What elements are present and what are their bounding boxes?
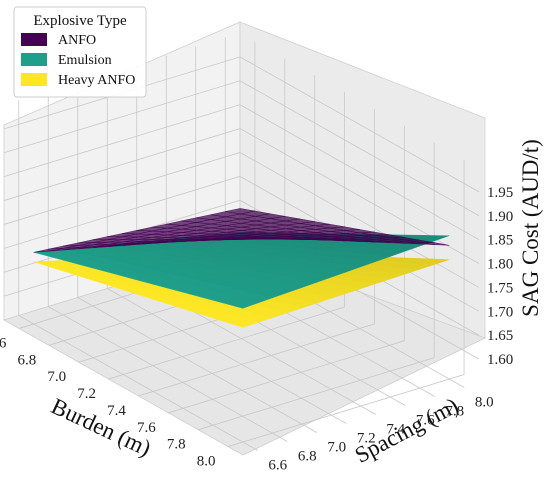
grid-line-x [108,306,345,380]
surface-patch [227,236,258,239]
grid-line-y [107,288,347,424]
grid-line-z [3,80,480,217]
grid-line-z [3,128,480,264]
surfaces [33,208,450,328]
y-tick-label: 6.8 [298,449,317,465]
y-tick-label: 7.8 [445,404,464,420]
grid-line-z [3,104,480,241]
grid-line-y [48,306,288,442]
legend-swatch-heavy-anfo [21,73,47,86]
z-tick-label: 1.60 [487,352,513,368]
x-tick-label: 7.8 [167,437,186,453]
surface-patch [227,317,259,328]
z-tick-label: 1.85 [487,233,513,249]
x-tick-label: 6.6 [0,335,7,351]
legend: Explosive Type ANFO Emulsion Heavy ANFO [13,6,147,98]
surface-patch [227,299,259,309]
legend-title: Explosive Type [33,13,127,29]
x-tick-label: 7.0 [47,369,66,385]
y-tick-label: 8.0 [475,395,494,411]
z-tick-label: 1.80 [487,257,513,273]
legend-label-emulsion: Emulsion [58,53,112,68]
legend-swatch-anfo [21,33,47,46]
legend-label-anfo: ANFO [58,33,96,48]
grid-line-x [168,340,405,414]
grid-line-z [3,56,480,193]
z-tick-label: 1.95 [487,185,513,201]
grid-line-x [138,323,375,397]
legend-swatch-emulsion [21,53,47,66]
tick-labels: 6.6 6.8 7.0 7.2 7.4 7.6 7.8 8.0 6.6 6.8 7.0 7.2 7.4 7… [0,185,513,474]
y-tick-label: 7.2 [357,431,376,447]
x-tick-label: 6.8 [17,352,36,368]
x-tick-label: 8.0 [197,454,216,470]
y-tick-label: 7.4 [386,422,405,438]
grid-lines [3,37,480,451]
x-tick-label: 7.2 [77,386,96,402]
y-tick-label: 7.0 [327,440,346,456]
z-axis-label: SAG Cost (AUD/t) [518,139,543,317]
y-tick-label: 6.6 [268,458,287,474]
z-tick-label: 1.70 [487,304,513,320]
y-tick-label: 7.6 [416,413,435,429]
x-tick-label: 7.6 [137,420,156,436]
grid-line-x [198,357,435,431]
grid-line-y [77,297,317,433]
grid-line-x [227,374,465,447]
z-tick-label: 1.90 [487,209,513,225]
x-tick-label: 7.4 [107,403,126,419]
z-tick-label: 1.65 [487,328,513,344]
grid-line-y [18,315,258,451]
surface-anfo [33,208,450,253]
legend-label-heavy-anfo: Heavy ANFO [58,73,135,88]
z-tick-label: 1.75 [487,280,513,296]
